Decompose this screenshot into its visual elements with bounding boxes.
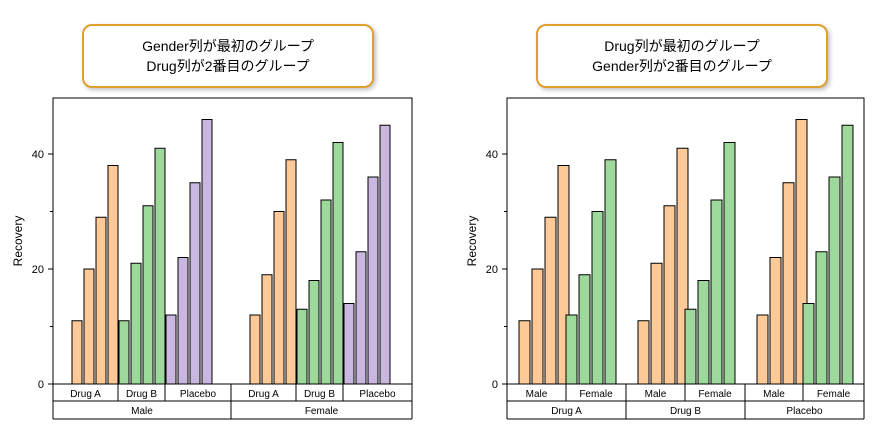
chart1-bar [95,216,107,385]
chart2-bar [756,314,769,385]
chart2-bar [518,320,531,385]
chart2-bar [604,159,617,385]
chart2-bar [769,257,782,385]
chart1-ytick-label: 40 [32,149,44,161]
chart1-bar [154,147,166,385]
callout-right-line1: Drug列が最初のグループ [604,38,760,54]
chart1-inner-group-label: Drug A [70,389,101,400]
chart2-ytick-label: 20 [486,264,498,276]
chart2-inner-group-label: Female [817,389,851,400]
chart2-outer-group-label: Drug A [551,406,582,417]
chart2-bar [841,124,854,385]
chart1-inner-group-label: Drug B [304,389,335,400]
chart2-inner-group-label: Female [698,389,732,400]
chart1-bar [273,211,285,385]
chart2-bar [676,147,689,385]
chart1-bar [130,262,142,385]
chart2-bar [591,211,604,385]
chart2-inner-group-label: Male [763,389,785,400]
chart1-ytick-label: 20 [32,264,44,276]
chart2-bar [710,199,723,385]
chart1-bar [71,320,83,385]
chart2-bar [802,303,815,385]
chart2-inner-group-label: Male [645,389,667,400]
chart1-bar [189,182,201,385]
chart1-bar [320,199,332,385]
chart2-inner-group-label: Female [579,389,613,400]
callout-left-line1: Gender列が最初のグループ [142,38,314,54]
chart1-bar [332,142,344,385]
chart2-bar [650,262,663,385]
chart1-bar [308,280,320,385]
chart1-outer-group-label: Male [131,406,153,417]
chart2-ylabel: Recovery [465,216,479,267]
chart1-inner-group-label: Placebo [359,389,396,400]
chart1-bar [177,257,189,385]
chart2-ytick-label: 40 [486,149,498,161]
callout-left-line2: Drug列が2番目のグループ [146,58,310,74]
chart2-bar [782,182,795,385]
chart2-bar [557,165,570,385]
chart1-bar [379,124,391,385]
chart1-bar [83,268,95,385]
chart2-bar [637,320,650,385]
chart1-ytick-label: 0 [38,379,44,391]
chart1-bar [118,320,130,385]
chart2-bar [663,205,676,385]
chart2-outer-group-label: Placebo [786,406,823,417]
chart1-outer-group-label: Female [305,406,339,417]
chart2-bar [795,119,808,385]
chart1-bar [343,303,355,385]
chart2-bar [565,314,578,385]
chart1-bar [296,308,308,385]
chart2-bar [531,268,544,385]
chart2-outer-group-label: Drug B [670,406,701,417]
chart2-bar [723,142,736,385]
chart2-bar [815,251,828,385]
chart1-bar [355,251,367,385]
chart1-bar [201,119,213,385]
chart1-bar [165,314,177,385]
chart1-inner-group-label: Drug A [248,389,279,400]
chart2-bar [828,176,841,385]
chart2-bar [544,216,557,385]
chart1-bar [261,274,273,385]
chart2-bar [697,280,710,385]
chart2-inner-group-label: Male [526,389,548,400]
chart2-ytick-label: 0 [492,379,498,391]
chart1-bar [367,176,379,385]
chart2-bar [684,308,697,385]
chart1-bar [142,205,154,385]
chart1-plot-frame [52,97,413,385]
chart1-bar [285,159,297,385]
callout-left: Gender列が最初のグループ Drug列が2番目のグループ [82,24,374,88]
chart1-bar [249,314,261,385]
chart1-inner-group-label: Drug B [126,389,157,400]
callout-right-line2: Gender列が2番目のグループ [592,58,772,74]
chart2-bar [578,274,591,385]
chart1-ylabel: Recovery [11,216,25,267]
chart1-inner-group-label: Placebo [180,389,217,400]
callout-right: Drug列が最初のグループ Gender列が2番目のグループ [536,24,828,88]
chart1-bar [107,165,119,385]
